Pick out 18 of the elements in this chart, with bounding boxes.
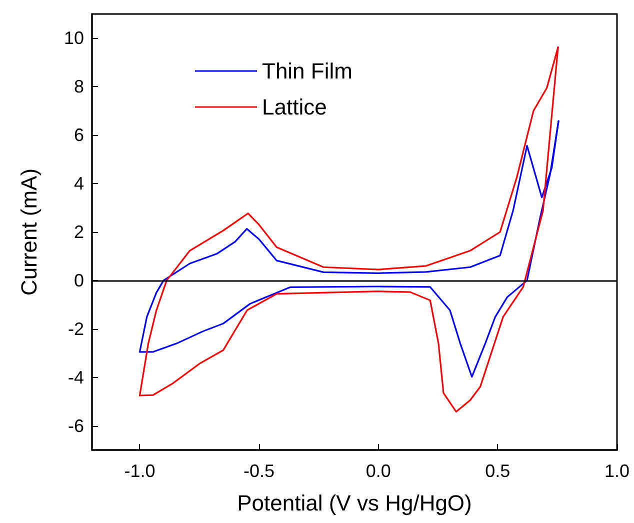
y-tick-label: 8 [74, 76, 84, 97]
x-axis-title: Potential (V vs Hg/HgO) [237, 490, 472, 516]
x-tick-label: -0.5 [244, 461, 275, 481]
x-tick-label: -1.0 [124, 461, 156, 481]
y-tick-label: 4 [74, 174, 84, 194]
legend-label: Thin Film [262, 58, 352, 84]
y-tick-label: -2 [68, 318, 84, 339]
y-tick-label: 6 [74, 125, 84, 146]
y-tick-label: 10 [64, 28, 84, 48]
x-tick-label: 1.0 [604, 461, 630, 481]
legend-label: Lattice [262, 94, 327, 120]
x-tick-label: 0.0 [366, 461, 391, 481]
y-tick-label: -4 [68, 367, 84, 388]
y-axis-title: Current (mA) [16, 168, 42, 296]
x-tick-label: 0.5 [485, 461, 510, 481]
y-tick-label: 2 [74, 222, 84, 242]
y-tick-label: 0 [74, 270, 84, 290]
y-tick-label: -6 [68, 416, 84, 436]
